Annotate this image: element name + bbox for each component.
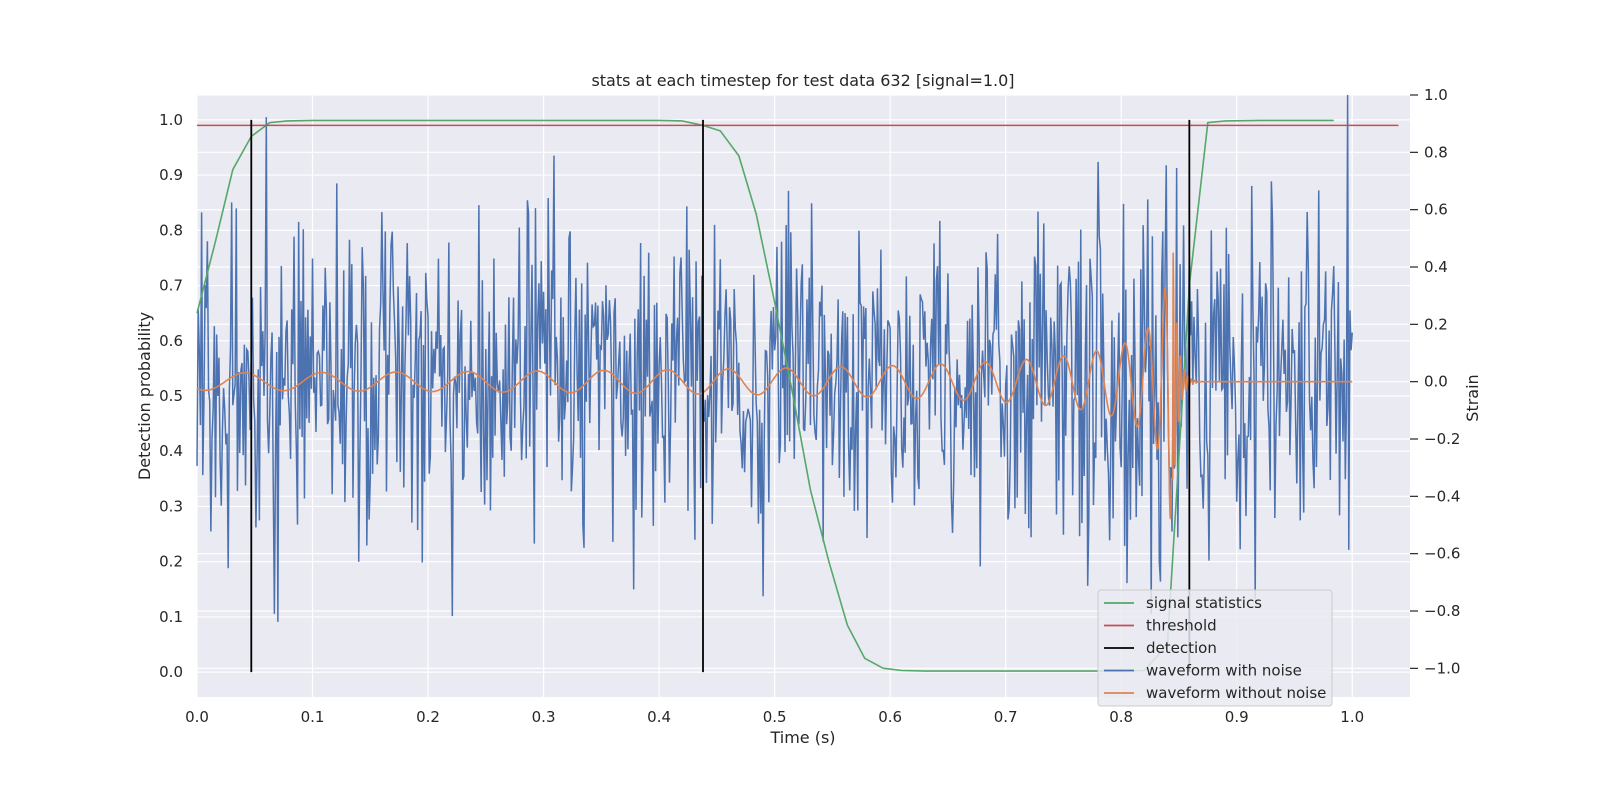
y-tick-label: 0.9 <box>159 166 183 184</box>
y-axis-title: Detection probability <box>135 312 154 480</box>
y2-tick-label: −1.0 <box>1424 659 1460 677</box>
x-tick-label: 0.0 <box>185 708 209 726</box>
series-waveform-without-noise <box>196 252 1353 520</box>
y-tick-label: 0.0 <box>159 663 183 681</box>
y2-tick-label: −0.8 <box>1424 602 1460 620</box>
y-tick-label: 0.5 <box>159 387 183 405</box>
x-tick-label: 0.4 <box>647 708 671 726</box>
legend-label: waveform without noise <box>1146 684 1326 702</box>
y-tick-label: 0.1 <box>159 608 183 626</box>
legend: signal statistics threshold detection wavef… <box>1097 589 1333 707</box>
y2-tick-label: 0.2 <box>1424 315 1448 333</box>
y2-tick-label: 0.4 <box>1424 258 1448 276</box>
y2-tick-label: 0.8 <box>1424 143 1448 161</box>
x-tick-label: 0.9 <box>1225 708 1249 726</box>
y2-tick-label: 0.6 <box>1424 201 1448 219</box>
left-axis: 0.0 0.1 0.2 0.3 0.4 0.5 0.6 0.7 0.8 0.9 1.0 <box>159 111 183 681</box>
y2-tick-label: −0.2 <box>1424 430 1460 448</box>
y-tick-label: 0.2 <box>159 553 183 571</box>
y-tick-label: 1.0 <box>159 111 183 129</box>
y2-tick-label: −0.4 <box>1424 487 1460 505</box>
series-waveform-with-noise <box>196 94 1353 622</box>
x-tick-label: 0.6 <box>878 708 902 726</box>
y-tick-label: 0.7 <box>159 277 183 295</box>
y-tick-label: 0.3 <box>159 497 183 515</box>
chart-title: stats at each timestep for test data 632… <box>591 71 1014 90</box>
x-tick-label: 0.3 <box>532 708 556 726</box>
y2-tick-label: 0.0 <box>1424 373 1448 391</box>
legend-box <box>1097 589 1333 707</box>
y-tick-label: 0.4 <box>159 442 183 460</box>
y-tick-label: 0.8 <box>159 221 183 239</box>
legend-label: detection <box>1146 639 1217 657</box>
y2-axis-title: Strain <box>1463 374 1482 421</box>
y-tick-label: 0.6 <box>159 332 183 350</box>
x-tick-label: 1.0 <box>1340 708 1364 726</box>
x-tick-label: 0.2 <box>416 708 440 726</box>
x-tick-label: 0.7 <box>994 708 1018 726</box>
legend-label: threshold <box>1146 617 1217 635</box>
y2-tick-label: −0.6 <box>1424 545 1460 563</box>
legend-label: waveform with noise <box>1146 662 1302 680</box>
right-axis: −1.0 −0.8 −0.6 −0.4 −0.2 0.0 0.2 0.4 0.6 0.8 1.0 <box>1410 86 1460 677</box>
x-tick-label: 0.8 <box>1109 708 1133 726</box>
x-tick-label: 0.5 <box>763 708 787 726</box>
y2-tick-label: 1.0 <box>1424 86 1448 104</box>
x-axis-title: Time (s) <box>769 728 835 747</box>
legend-label: signal statistics <box>1146 594 1262 612</box>
x-axis: 0.0 0.1 0.2 0.3 0.4 0.5 0.6 0.7 0.8 0.9 1.0 <box>185 708 1364 726</box>
x-tick-label: 0.1 <box>301 708 325 726</box>
